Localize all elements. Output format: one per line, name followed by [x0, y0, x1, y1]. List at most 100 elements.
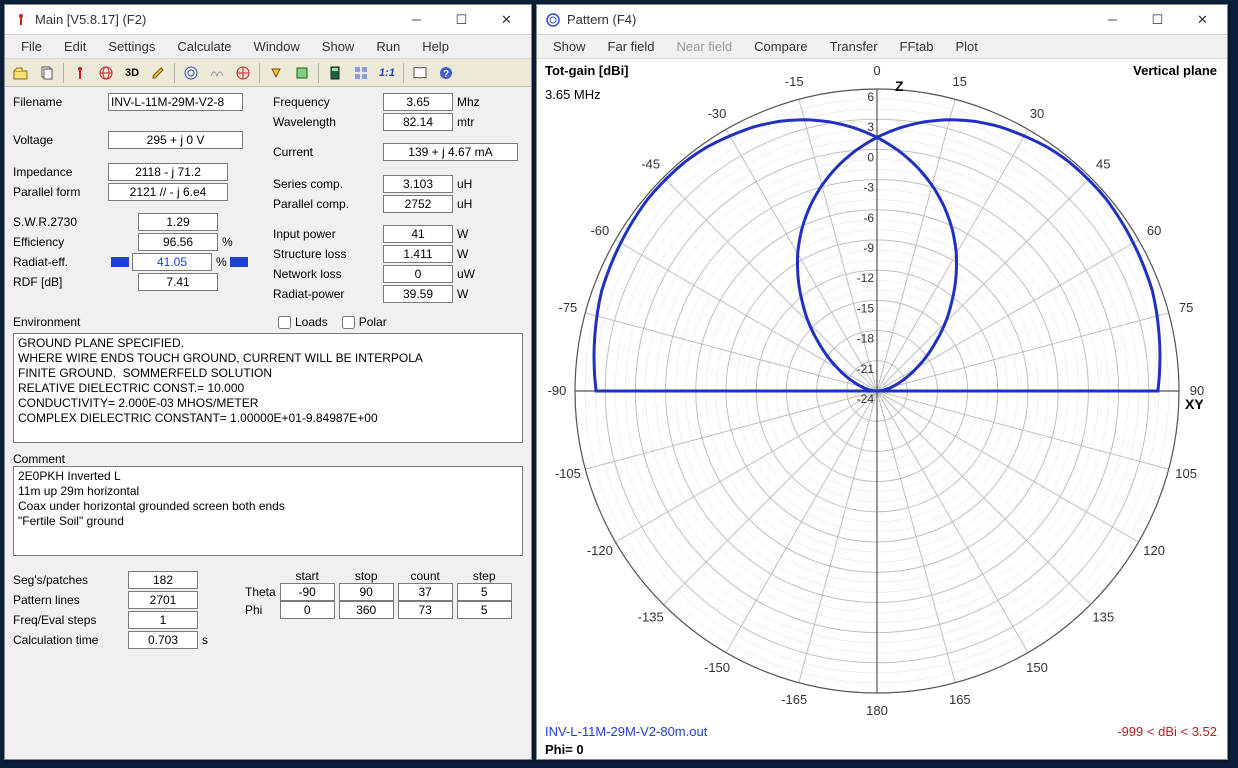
minimize-button[interactable]: ─: [394, 6, 439, 34]
pattern-maximize-button[interactable]: ☐: [1135, 6, 1180, 34]
strloss-input[interactable]: [383, 245, 453, 263]
calc-icon[interactable]: [323, 62, 347, 84]
radpow-input[interactable]: [383, 285, 453, 303]
menu-p-show[interactable]: Show: [543, 37, 596, 56]
pattern-minimize-button[interactable]: ─: [1090, 6, 1135, 34]
close-button[interactable]: ✕: [484, 6, 529, 34]
svg-text:6: 6: [867, 90, 874, 104]
environment-textarea[interactable]: [13, 333, 523, 443]
menu-calculate[interactable]: Calculate: [167, 37, 241, 56]
radpow-unit: W: [457, 287, 468, 301]
help-icon[interactable]: ?: [434, 62, 458, 84]
theta-stop[interactable]: [339, 583, 394, 601]
menu-show[interactable]: Show: [312, 37, 365, 56]
svg-text:165: 165: [949, 692, 971, 707]
phi-start[interactable]: [280, 601, 335, 619]
swr-label: S.W.R.2730: [13, 215, 108, 229]
netloss-label: Network loss: [273, 267, 383, 281]
svg-text:150: 150: [1026, 660, 1048, 675]
segs-label: Seg's/patches: [13, 573, 128, 587]
freq-input[interactable]: [383, 93, 453, 111]
inpow-input[interactable]: [383, 225, 453, 243]
theta-start[interactable]: [280, 583, 335, 601]
series-input[interactable]: [383, 175, 453, 193]
wave-unit: mtr: [457, 115, 474, 129]
antenna-icon[interactable]: [68, 62, 92, 84]
radiateff-input[interactable]: [132, 253, 212, 271]
svg-text:-135: -135: [638, 609, 664, 624]
count-head: count: [396, 569, 455, 583]
main-titlebar: Main [V5.8.17] (F2) ─ ☐ ✕: [5, 5, 531, 35]
svg-text:-30: -30: [708, 106, 727, 121]
rdf-input[interactable]: [138, 273, 218, 291]
svg-text:135: 135: [1092, 609, 1114, 624]
pattern-menubar: Show Far field Near field Compare Transf…: [537, 35, 1227, 59]
svg-text:-9: -9: [863, 241, 874, 255]
phi-footer: Phi= 0: [545, 742, 584, 757]
pattern-titlebar: Pattern (F4) ─ ☐ ✕: [537, 5, 1227, 35]
loads-checkbox[interactable]: Loads: [278, 315, 328, 329]
fsteps-input[interactable]: [128, 611, 198, 629]
pattern-close-button[interactable]: ✕: [1180, 6, 1225, 34]
theta-count[interactable]: [398, 583, 453, 601]
swr-input[interactable]: [138, 213, 218, 231]
menu-window[interactable]: Window: [244, 37, 310, 56]
menu-p-compare[interactable]: Compare: [744, 37, 817, 56]
stop-head: stop: [337, 569, 396, 583]
menu-help[interactable]: Help: [412, 37, 459, 56]
menu-p-farfield[interactable]: Far field: [598, 37, 665, 56]
netloss-input[interactable]: [383, 265, 453, 283]
plines-input[interactable]: [128, 591, 198, 609]
current-input[interactable]: [383, 143, 518, 161]
polar-chart: -165-150-135-120-105-90-75-60-45-30-1501…: [537, 63, 1227, 723]
flag-icon-1: [111, 257, 129, 267]
calctime-input[interactable]: [128, 631, 198, 649]
theta-phi-grid: start stop count step Theta Phi: [243, 569, 514, 619]
globe-icon[interactable]: [94, 62, 118, 84]
pattern-app-icon: [545, 12, 561, 28]
menu-file[interactable]: File: [11, 37, 52, 56]
svg-text:-6: -6: [863, 211, 874, 225]
phi-label: Phi: [243, 601, 278, 619]
phi-count[interactable]: [398, 601, 453, 619]
edit-icon[interactable]: [146, 62, 170, 84]
3d-icon[interactable]: 3D: [120, 62, 144, 84]
theta-step[interactable]: [457, 583, 512, 601]
menu-run[interactable]: Run: [366, 37, 410, 56]
parallelform-input[interactable]: [108, 183, 228, 201]
wave-icon[interactable]: [205, 62, 229, 84]
maximize-button[interactable]: ☐: [439, 6, 484, 34]
menu-edit[interactable]: Edit: [54, 37, 96, 56]
copy-icon[interactable]: [35, 62, 59, 84]
tool2-icon[interactable]: [290, 62, 314, 84]
voltage-input[interactable]: [108, 131, 243, 149]
menu-p-plot[interactable]: Plot: [946, 37, 988, 56]
target-icon[interactable]: [179, 62, 203, 84]
menu-p-fftab[interactable]: FFtab: [890, 37, 944, 56]
phi-step[interactable]: [457, 601, 512, 619]
svg-text:-120: -120: [587, 543, 613, 558]
wavelength-input[interactable]: [383, 113, 453, 131]
menu-p-transfer[interactable]: Transfer: [820, 37, 888, 56]
phi-stop[interactable]: [339, 601, 394, 619]
freq-label: Frequency: [273, 95, 383, 109]
eff-input[interactable]: [138, 233, 218, 251]
grid-icon[interactable]: [349, 62, 373, 84]
impedance-input[interactable]: [108, 163, 228, 181]
svg-text:120: 120: [1143, 543, 1165, 558]
open-icon[interactable]: [9, 62, 33, 84]
svg-text:XY: XY: [1185, 396, 1204, 412]
filename-label: Filename: [13, 95, 108, 109]
filename-input[interactable]: [108, 93, 243, 111]
parcomp-unit: uH: [457, 197, 472, 211]
ratio-icon[interactable]: 1:1: [375, 62, 399, 84]
menu-settings[interactable]: Settings: [98, 37, 165, 56]
book-icon[interactable]: [408, 62, 432, 84]
svg-text:-165: -165: [781, 692, 807, 707]
segs-input[interactable]: [128, 571, 198, 589]
polar-checkbox[interactable]: Polar: [342, 315, 387, 329]
parcomp-input[interactable]: [383, 195, 453, 213]
polar2-icon[interactable]: [231, 62, 255, 84]
tool1-icon[interactable]: [264, 62, 288, 84]
comment-textarea[interactable]: [13, 466, 523, 556]
